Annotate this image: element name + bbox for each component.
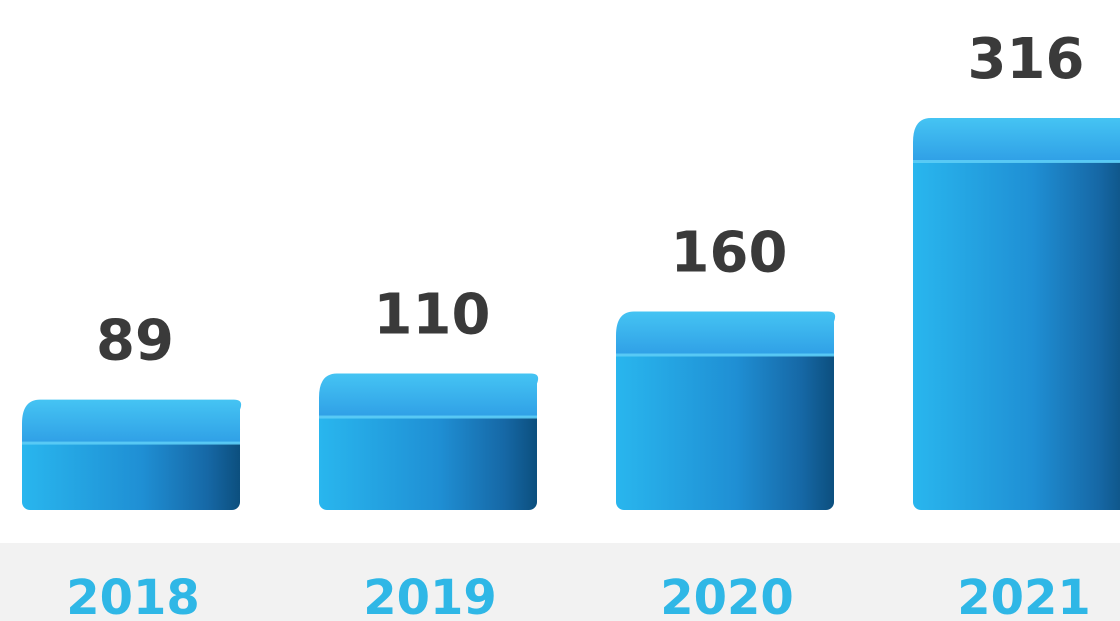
bar-top-face [22,399,242,444]
value-label-2020: 160 [671,221,788,286]
x-tick-label-2021: 2021 [957,570,1091,621]
bar-2018 [22,399,242,510]
bar-edge-highlight [22,441,240,445]
value-label-2021: 316 [968,27,1085,92]
value-label-2018: 89 [96,309,174,374]
bar-2019 [319,373,539,510]
x-axis-band [0,543,1120,621]
x-tick-labels-layer: 2018 2019 2020 2021 [66,570,1091,621]
x-tick-label-2020: 2020 [660,570,794,621]
bar-top-face [913,118,1120,162]
value-labels-layer: 89 110 160 316 [96,27,1084,374]
x-tick-label-2019: 2019 [363,570,497,621]
bars-layer [22,118,1120,510]
bar-top-face [319,373,539,418]
x-tick-label-2018: 2018 [66,570,200,621]
value-label-2019: 110 [374,283,491,348]
bar-body [616,333,834,510]
bar-body [913,140,1120,510]
bar-edge-highlight [319,415,537,419]
bar-2020 [616,311,836,510]
bar-body [319,395,537,510]
bar-edge-highlight [913,160,1120,163]
bar-2021 [913,118,1120,510]
bar-top-face [616,311,836,356]
bar-edge-highlight [616,353,834,357]
